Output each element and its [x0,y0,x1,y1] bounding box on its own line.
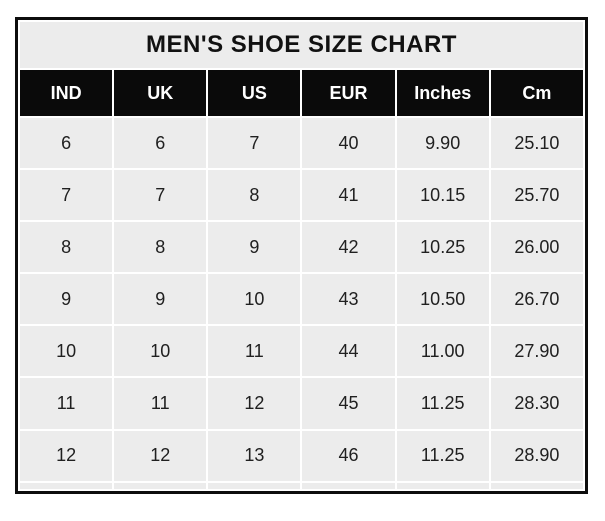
table-row: 12 12 13 46 11.25 28.90 [20,430,583,481]
table-cell: 9.90 [396,118,489,169]
table-cell: 11 [20,378,113,429]
table-cell: 12 [208,378,301,429]
table-cell: 44 [302,326,395,377]
table-cell: 9 [20,274,113,325]
table-cell: 11.00 [396,326,489,377]
table-cell: 10.25 [396,222,489,273]
table-body: 6 6 7 40 9.90 25.10 7 7 8 41 10.15 25.70 8 8 9 42 10.25 2… [20,118,583,489]
table-cell: 26.00 [490,222,583,273]
spacer-cell [490,482,583,489]
table-cell: 6 [20,118,113,169]
spacer-cell [114,482,207,489]
spacer-cell [20,482,113,489]
table-cell: 10.50 [396,274,489,325]
table-cell: 28.30 [490,378,583,429]
spacer-cell [208,482,301,489]
table-cell: 40 [302,118,395,169]
table-cell: 25.70 [490,170,583,221]
table-cell: 9 [208,222,301,273]
table-cell: 6 [114,118,207,169]
column-header: US [208,70,301,116]
table-cell: 41 [302,170,395,221]
column-header: EUR [302,70,395,116]
table-cell: 10.15 [396,170,489,221]
table-cell: 42 [302,222,395,273]
table-cell: 28.90 [490,430,583,481]
table-cell: 13 [208,430,301,481]
table-row: 10 10 11 44 11.00 27.90 [20,326,583,377]
spacer-row [20,482,583,489]
table-cell: 43 [302,274,395,325]
table-cell: 27.90 [490,326,583,377]
column-header: Inches [396,70,489,116]
table-cell: 7 [114,170,207,221]
table-head: MEN'S SHOE SIZE CHART IND UK US EUR Inches Cm [20,22,583,116]
table-cell: 45 [302,378,395,429]
table-cell: 25.10 [490,118,583,169]
table-cell: 10 [20,326,113,377]
table-cell: 8 [208,170,301,221]
chart-title: MEN'S SHOE SIZE CHART [20,22,583,68]
table-cell: 11 [114,378,207,429]
table-row: 6 6 7 40 9.90 25.10 [20,118,583,169]
table-cell: 10 [208,274,301,325]
table-cell: 26.70 [490,274,583,325]
table-cell: 12 [114,430,207,481]
table-cell: 10 [114,326,207,377]
spacer-cell [302,482,395,489]
column-header: Cm [490,70,583,116]
table-row: 8 8 9 42 10.25 26.00 [20,222,583,273]
header-row: IND UK US EUR Inches Cm [20,70,583,116]
table-cell: 8 [114,222,207,273]
spacer-cell [396,482,489,489]
table-cell: 11.25 [396,430,489,481]
table-cell: 7 [20,170,113,221]
table-cell: 11.25 [396,378,489,429]
table-cell: 7 [208,118,301,169]
table-cell: 12 [20,430,113,481]
column-header: UK [114,70,207,116]
table-cell: 11 [208,326,301,377]
table-cell: 8 [20,222,113,273]
title-row: MEN'S SHOE SIZE CHART [20,22,583,68]
table-row: 11 11 12 45 11.25 28.30 [20,378,583,429]
table-cell: 46 [302,430,395,481]
table-row: 7 7 8 41 10.15 25.70 [20,170,583,221]
table-row: 9 9 10 43 10.50 26.70 [20,274,583,325]
column-header: IND [20,70,113,116]
table-cell: 9 [114,274,207,325]
size-chart-table: MEN'S SHOE SIZE CHART IND UK US EUR Inches Cm… [15,17,588,494]
